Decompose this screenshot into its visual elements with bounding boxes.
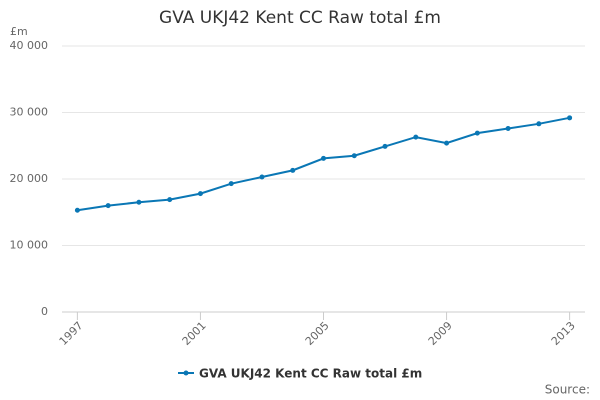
point [290, 167, 296, 173]
line [77, 116, 570, 212]
point [197, 191, 203, 197]
point [167, 197, 173, 203]
y-tick-label: 0 [41, 305, 48, 318]
source: Source: [545, 383, 590, 397]
point [505, 125, 511, 131]
x-tick-label: 2005 [303, 319, 332, 348]
point [413, 134, 419, 140]
point [321, 155, 326, 161]
point [351, 153, 357, 159]
x-tick-label: 2009 [426, 319, 455, 348]
x-tick-label: 2001 [180, 319, 209, 348]
y-tick-label: 10 000 [10, 239, 49, 252]
y-axis-label: £m [10, 25, 28, 38]
point [136, 199, 142, 205]
y-tick-label: 20 000 [10, 172, 49, 185]
point [105, 203, 111, 209]
point [474, 130, 480, 136]
point [74, 207, 80, 213]
point [382, 143, 388, 149]
point [259, 174, 265, 180]
point [444, 140, 450, 146]
x-tick-label: 1997 [57, 319, 86, 348]
legend-marker [183, 370, 189, 376]
point [228, 181, 234, 187]
point [567, 115, 573, 121]
y-tick-label: 40 000 [10, 39, 49, 52]
x-tick-label: 2013 [549, 319, 578, 348]
chart-title: GVA UKJ42 Kent CC Raw total £m [159, 8, 441, 28]
legend-label: GVA UKJ42 Kent CC Raw total £m [199, 367, 422, 381]
point [536, 121, 542, 127]
y-tick-label: 30 000 [10, 106, 49, 119]
